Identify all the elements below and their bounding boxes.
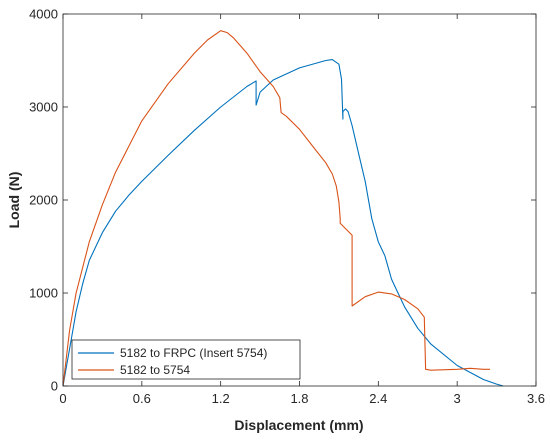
x-tick-label: 1.8 (290, 391, 308, 406)
legend-box (71, 339, 301, 380)
y-axis-label: Load (N) (6, 172, 22, 229)
x-ticks: 0 0.6 1.2 1.8 2.4 3 3.6 (59, 14, 545, 406)
y-tick-label: 1000 (29, 286, 58, 301)
y-ticks: 0 1000 2000 3000 4000 (29, 7, 536, 394)
plot-area (63, 14, 536, 386)
legend-label-series-1: 5182 to FRPC (Insert 5754) (120, 346, 267, 360)
x-axis-label: Displacement (mm) (234, 417, 363, 433)
series-layer (62, 30, 504, 387)
y-tick-label: 4000 (29, 7, 58, 22)
series-line-2 (62, 30, 490, 387)
x-tick-label: 1.2 (212, 391, 230, 406)
x-tick-label: 0 (59, 391, 66, 406)
y-tick-label: 2000 (29, 193, 58, 208)
y-tick-label: 0 (51, 379, 58, 394)
x-tick-label: 0.6 (133, 391, 151, 406)
x-tick-label: 3.6 (527, 391, 545, 406)
legend: 5182 to FRPC (Insert 5754) 5182 to 5754 (71, 339, 301, 380)
legend-label-series-2: 5182 to 5754 (120, 363, 190, 377)
x-tick-label: 3 (454, 391, 461, 406)
x-tick-label: 2.4 (369, 391, 387, 406)
y-tick-label: 3000 (29, 100, 58, 115)
